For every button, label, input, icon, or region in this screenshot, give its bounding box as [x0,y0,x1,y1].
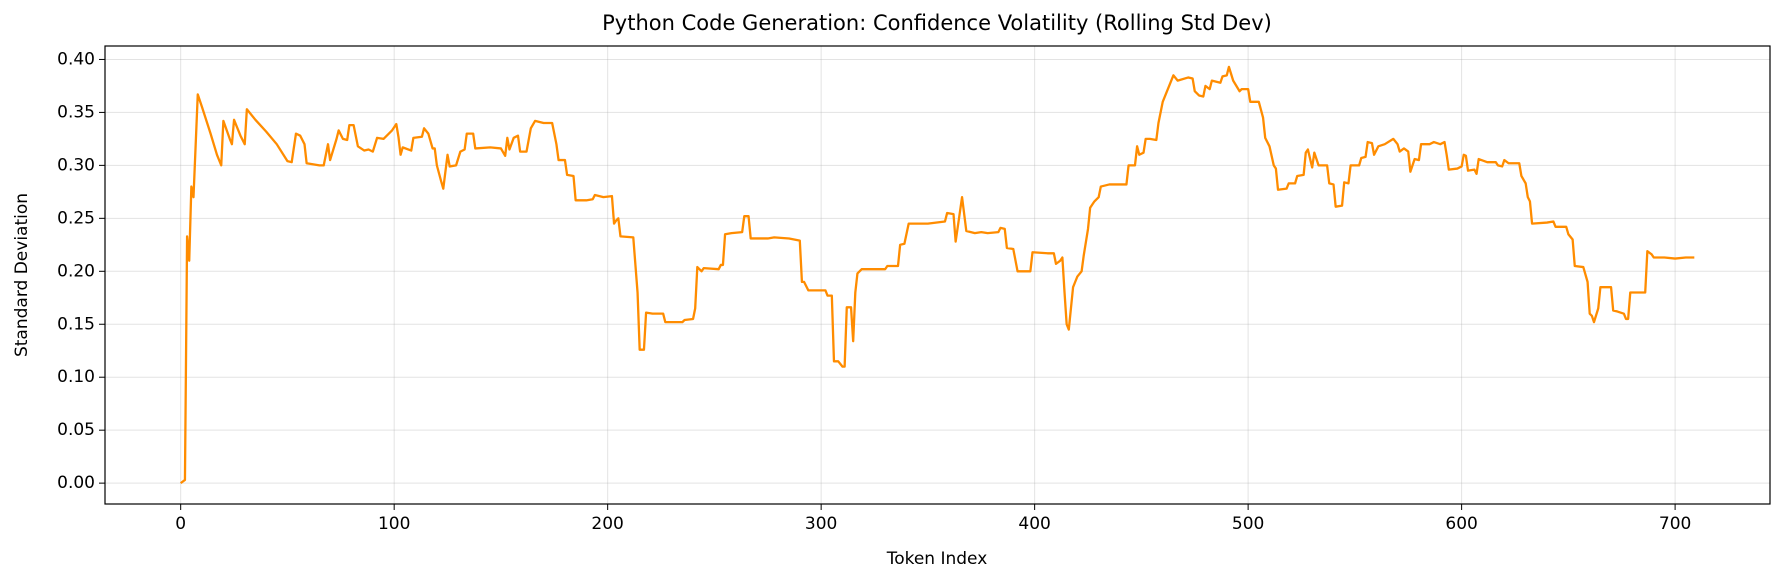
x-tick-label: 300 [805,514,837,534]
x-tick-label: 0 [175,514,186,534]
y-tick-label: 0.25 [57,208,95,228]
y-tick-label: 0.20 [57,261,95,281]
x-tick-label: 600 [1445,514,1477,534]
chart-title: Python Code Generation: Confidence Volat… [602,11,1272,35]
plot-frame [104,45,1771,505]
y-tick-label: 0.35 [57,102,95,122]
x-tick-label: 200 [591,514,623,534]
y-tick-label: 0.10 [57,367,95,387]
y-tick-label: 0.00 [57,473,95,493]
x-tick-label: 500 [1232,514,1264,534]
y-tick-label: 0.30 [57,155,95,175]
y-axis-label: Standard Deviation [12,193,32,357]
x-axis-label: Token Index [886,549,988,569]
data-line [179,65,1695,485]
y-tick-label: 0.15 [57,314,95,334]
x-tick-label: 100 [378,514,410,534]
x-tick-label: 400 [1018,514,1050,534]
y-tick-label: 0.40 [57,49,95,69]
y-tick-label: 0.05 [57,420,95,440]
x-tick-label: 700 [1659,514,1691,534]
